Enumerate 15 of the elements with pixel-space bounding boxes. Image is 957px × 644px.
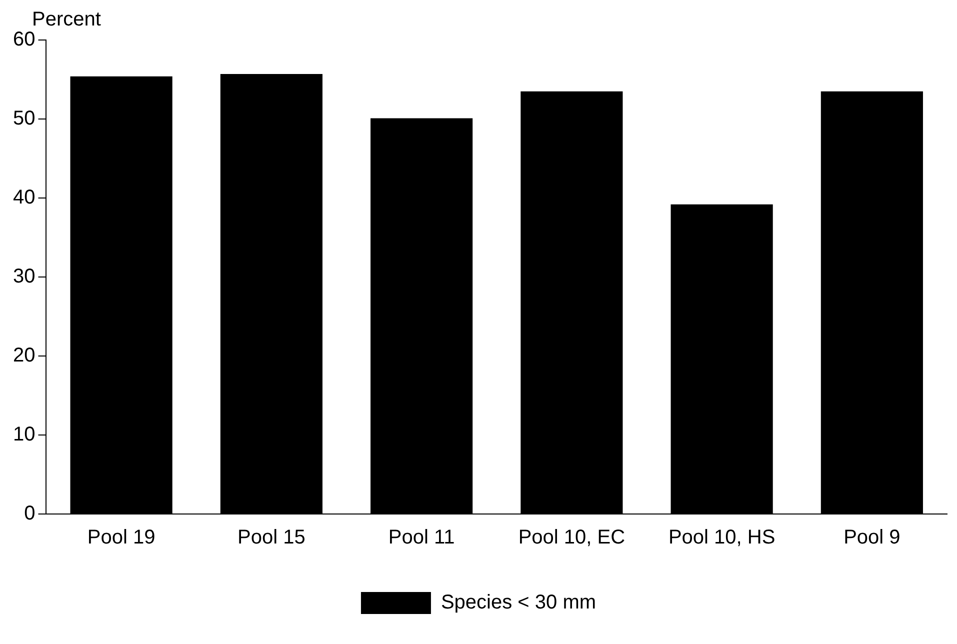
legend-label: Species < 30 mm (440, 592, 596, 614)
y-tick-label: 60 (12, 28, 36, 51)
x-tick-label: Pool 10, HS (668, 526, 776, 549)
x-tick-label: Pool 19 (87, 526, 156, 549)
x-tick-label: Pool 15 (238, 526, 306, 549)
y-tick-label: 20 (12, 344, 36, 367)
y-tick-label: 10 (12, 424, 36, 446)
x-tick-label: Pool 11 (388, 526, 455, 549)
y-axis-title: Percent (32, 8, 102, 31)
y-tick-label: 40 (12, 186, 36, 209)
x-tick-label: Pool 10, EC (518, 526, 626, 549)
y-tick-label: 30 (12, 266, 36, 288)
y-tick-label: 50 (12, 108, 36, 130)
y-tick-label: 0 (24, 502, 36, 525)
x-tick-label: Pool 9 (844, 526, 900, 549)
